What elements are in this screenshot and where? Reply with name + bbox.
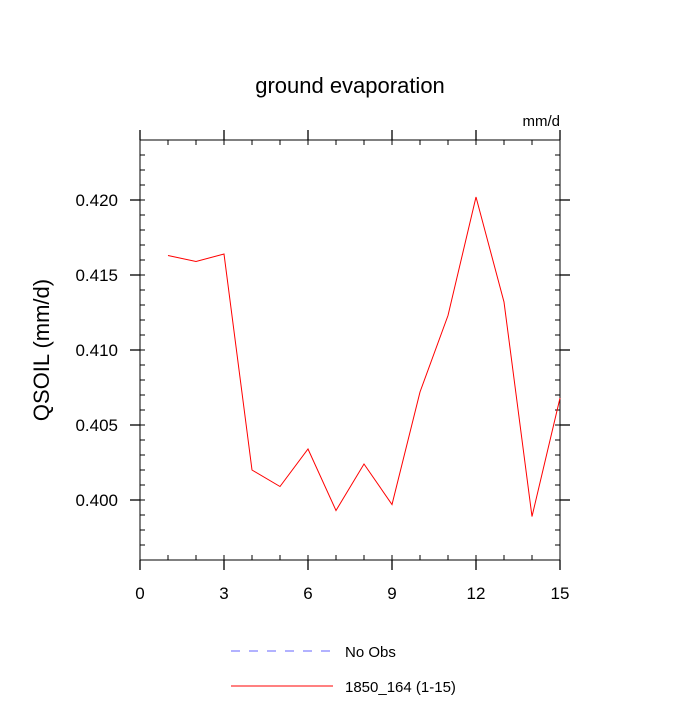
series-point (196, 261, 197, 262)
series-point (252, 470, 253, 471)
series-point (420, 392, 421, 393)
x-tick-label: 15 (551, 584, 570, 603)
y-tick-label: 0.400 (75, 491, 118, 510)
series-point (560, 398, 561, 399)
x-tick-label: 0 (135, 584, 144, 603)
series-point (308, 449, 309, 450)
chart-title: ground evaporation (255, 73, 445, 98)
series-point (336, 510, 337, 511)
x-tick-label: 6 (303, 584, 312, 603)
series-layer (167, 196, 561, 517)
legend: No Obs 1850_164 (1-15) (231, 644, 456, 696)
y-tick-label: 0.420 (75, 191, 118, 210)
series-point (532, 516, 533, 517)
series-line (167, 196, 561, 517)
x-tick-label: 12 (467, 584, 486, 603)
series-point (448, 315, 449, 316)
y-tick-label: 0.415 (75, 266, 118, 285)
y-tick-label: 0.405 (75, 416, 118, 435)
series-point (168, 255, 169, 256)
legend-label: 1850_164 (1-15) (345, 679, 456, 696)
legend-label: No Obs (345, 644, 396, 661)
units-label: mm/d (523, 113, 561, 130)
series-point (476, 197, 477, 198)
y-axis-title: QSOIL (mm/d) (29, 279, 54, 421)
axes-layer: 0 3 6 9 12 15 0.400 0.405 0.410 0.415 0.420 (75, 130, 570, 603)
series-point (364, 464, 365, 465)
x-tick-label: 9 (387, 584, 396, 603)
x-tick-label: 3 (219, 584, 228, 603)
series-point (280, 486, 281, 487)
series-point (504, 302, 505, 303)
series-point (224, 254, 225, 255)
plot-frame (139, 139, 561, 561)
y-tick-label: 0.410 (75, 341, 118, 360)
series-point (392, 504, 393, 505)
